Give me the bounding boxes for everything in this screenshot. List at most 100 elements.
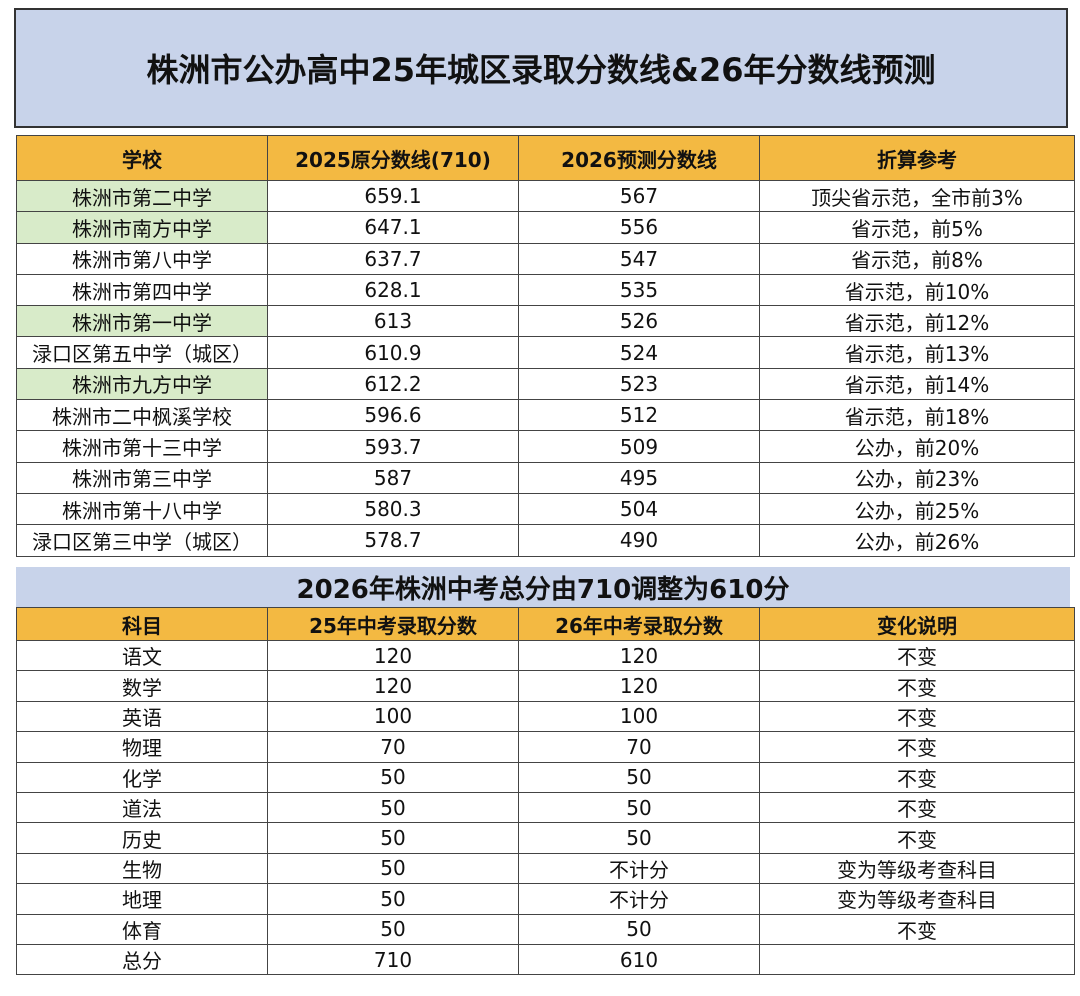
score-2025-cell: 593.7 (267, 430, 519, 463)
table-row: 历史 50 50 不变 (16, 822, 1075, 854)
school-cell: 株洲市南方中学 (16, 211, 268, 244)
header-subject: 科目 (16, 607, 268, 641)
score-2026-cell: 556 (518, 211, 760, 244)
score-25-cell: 710 (267, 943, 519, 976)
school-cell: 株洲市第一中学 (16, 305, 268, 338)
change-cell: 不变 (759, 822, 1075, 854)
table-row: 数学 120 120 不变 (16, 670, 1075, 702)
subject-cell: 总分 (16, 943, 268, 976)
table-row: 总分 710 610 (16, 943, 1075, 976)
table-row: 物理 70 70 不变 (16, 731, 1075, 763)
score-2025-cell: 587 (267, 461, 519, 494)
score-26-cell: 不计分 (518, 852, 760, 885)
reference-cell: 省示范，前8% (759, 242, 1075, 275)
header-score-26: 26年中考录取分数 (518, 607, 760, 641)
score-25-cell: 50 (267, 852, 519, 885)
section-subtitle: 2026年株洲中考总分由710调整为610分 (16, 567, 1070, 607)
subject-cell: 化学 (16, 761, 268, 793)
subject-cell: 道法 (16, 791, 268, 824)
table-row: 株洲市第十三中学 593.7 509 公办，前20% (16, 430, 1075, 463)
reference-cell: 省示范，前12% (759, 305, 1075, 338)
school-cell: 株洲市第十三中学 (16, 430, 268, 463)
score-2025-cell: 637.7 (267, 242, 519, 275)
subject-cell: 语文 (16, 639, 268, 672)
table-row: 株洲市南方中学 647.1 556 省示范，前5% (16, 211, 1075, 244)
table-row: 渌口区第三中学（城区） 578.7 490 公办，前26% (16, 524, 1075, 557)
reference-cell: 省示范，前18% (759, 399, 1075, 432)
reference-cell: 顶尖省示范，全市前3% (759, 179, 1075, 213)
school-cell: 株洲市第三中学 (16, 461, 268, 494)
header-change: 变化说明 (759, 607, 1075, 641)
header-score-25: 25年中考录取分数 (267, 607, 519, 641)
subject-cell: 物理 (16, 731, 268, 763)
change-cell: 不变 (759, 791, 1075, 824)
score-26-cell: 610 (518, 943, 760, 976)
score-2026-cell: 567 (518, 179, 760, 213)
score-25-cell: 100 (267, 700, 519, 733)
score-26-cell: 120 (518, 639, 760, 672)
score-2026-cell: 524 (518, 336, 760, 369)
header-school: 学校 (16, 135, 268, 181)
score-25-cell: 50 (267, 883, 519, 915)
subject-cell: 生物 (16, 852, 268, 885)
score-2026-cell: 526 (518, 305, 760, 338)
table-row: 生物 50 不计分 变为等级考查科目 (16, 852, 1075, 885)
subject-cell: 历史 (16, 822, 268, 854)
change-cell (759, 943, 1075, 976)
score-25-cell: 120 (267, 670, 519, 702)
table-row: 渌口区第五中学（城区） 610.9 524 省示范，前13% (16, 336, 1075, 369)
score-2026-cell: 504 (518, 492, 760, 526)
score-26-cell: 120 (518, 670, 760, 702)
school-cell: 株洲市第八中学 (16, 242, 268, 275)
table-row: 株洲市九方中学 612.2 523 省示范，前14% (16, 367, 1075, 401)
score-2026-cell: 535 (518, 273, 760, 307)
reference-cell: 公办，前25% (759, 492, 1075, 526)
table-row: 株洲市第一中学 613 526 省示范，前12% (16, 305, 1075, 338)
header-score-2026: 2026预测分数线 (518, 135, 760, 181)
table-row: 株洲市第八中学 637.7 547 省示范，前8% (16, 242, 1075, 275)
reference-cell: 省示范，前5% (759, 211, 1075, 244)
header-reference: 折算参考 (759, 135, 1075, 181)
reference-cell: 省示范，前10% (759, 273, 1075, 307)
change-cell: 变为等级考查科目 (759, 883, 1075, 915)
change-cell: 变为等级考查科目 (759, 852, 1075, 885)
table-row: 株洲市第四中学 628.1 535 省示范，前10% (16, 273, 1075, 307)
score-2025-cell: 596.6 (267, 399, 519, 432)
table-header-row: 学校 2025原分数线(710) 2026预测分数线 折算参考 (16, 135, 1075, 181)
table-row: 道法 50 50 不变 (16, 791, 1075, 824)
score-25-cell: 50 (267, 791, 519, 824)
page-title: 株洲市公办高中25年城区录取分数线&26年分数线预测 (14, 8, 1068, 128)
score-25-cell: 50 (267, 913, 519, 945)
school-cell: 株洲市第四中学 (16, 273, 268, 307)
school-cell: 株洲市二中枫溪学校 (16, 399, 268, 432)
subject-cell: 体育 (16, 913, 268, 945)
change-cell: 不变 (759, 761, 1075, 793)
table-row: 体育 50 50 不变 (16, 913, 1075, 945)
table-row: 化学 50 50 不变 (16, 761, 1075, 793)
reference-cell: 公办，前23% (759, 461, 1075, 494)
score-26-cell: 50 (518, 791, 760, 824)
score-2026-cell: 495 (518, 461, 760, 494)
change-cell: 不变 (759, 700, 1075, 733)
school-cell: 株洲市第二中学 (16, 179, 268, 213)
score-2025-cell: 612.2 (267, 367, 519, 401)
score-25-cell: 120 (267, 639, 519, 672)
score-2026-cell: 490 (518, 524, 760, 557)
change-cell: 不变 (759, 670, 1075, 702)
score-26-cell: 100 (518, 700, 760, 733)
school-cell: 渌口区第五中学（城区） (16, 336, 268, 369)
score-26-cell: 50 (518, 822, 760, 854)
score-2025-cell: 628.1 (267, 273, 519, 307)
score-25-cell: 50 (267, 822, 519, 854)
change-cell: 不变 (759, 639, 1075, 672)
score-2026-cell: 523 (518, 367, 760, 401)
table-row: 地理 50 不计分 变为等级考查科目 (16, 883, 1075, 915)
table-row: 语文 120 120 不变 (16, 639, 1075, 672)
reference-cell: 公办，前26% (759, 524, 1075, 557)
subject-cell: 地理 (16, 883, 268, 915)
table-header-row: 科目 25年中考录取分数 26年中考录取分数 变化说明 (16, 607, 1075, 641)
table-row: 株洲市第三中学 587 495 公办，前23% (16, 461, 1075, 494)
reference-cell: 省示范，前14% (759, 367, 1075, 401)
school-cell: 株洲市第十八中学 (16, 492, 268, 526)
score-2025-cell: 610.9 (267, 336, 519, 369)
